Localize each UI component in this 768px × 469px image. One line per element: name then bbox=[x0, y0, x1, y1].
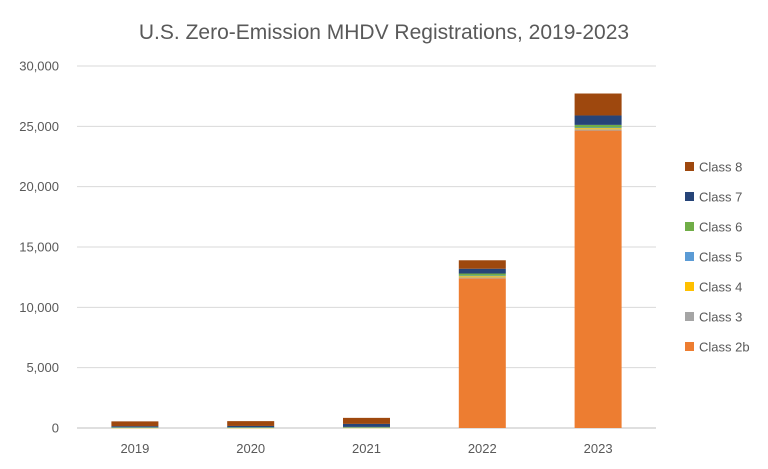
bar-segment-2023-class-3 bbox=[574, 129, 622, 131]
legend-swatch-class-2b bbox=[685, 342, 694, 351]
bar-segment-2022-class-6 bbox=[458, 273, 506, 276]
bar-segment-2021-class-4 bbox=[343, 427, 390, 429]
bar-segment-2022-class-3 bbox=[458, 277, 506, 279]
bar-segment-2020-class-7 bbox=[227, 425, 275, 428]
bar-segment-2020-class-6 bbox=[227, 427, 275, 428]
y-tick-label: 20,000 bbox=[19, 179, 59, 194]
legend-swatch-class-4 bbox=[685, 282, 694, 291]
bar-segment-2023-class-6 bbox=[574, 124, 622, 128]
x-axis: 2019 2020 2021 2022 2023 bbox=[120, 441, 612, 456]
y-tick-label: 15,000 bbox=[19, 240, 59, 255]
y-tick-label: 25,000 bbox=[19, 119, 59, 134]
x-tick-label: 2019 bbox=[120, 441, 149, 456]
legend-swatch-class-8 bbox=[685, 162, 694, 171]
bars bbox=[111, 93, 622, 429]
bar-segment-2023-class-7 bbox=[574, 115, 622, 125]
bar-segment-2023-class-4 bbox=[574, 128, 622, 130]
bar-segment-2023-class-5 bbox=[574, 127, 622, 129]
y-tick-label: 10,000 bbox=[19, 300, 59, 315]
bar-segment-2021-class-8 bbox=[343, 417, 390, 424]
legend-label: Class 5 bbox=[699, 250, 742, 265]
x-tick-label: 2022 bbox=[468, 441, 497, 456]
y-tick-label: 30,000 bbox=[19, 59, 59, 74]
bar-segment-2019-class-7 bbox=[111, 426, 159, 428]
bar-segment-2019-class-5 bbox=[111, 427, 159, 429]
bar-segment-2022-class-5 bbox=[458, 275, 506, 277]
bar-segment-2022-class-8 bbox=[458, 260, 506, 269]
chart-title: U.S. Zero-Emission MHDV Registrations, 2… bbox=[139, 21, 629, 44]
x-tick-label: 2021 bbox=[352, 441, 381, 456]
legend-swatch-class-6 bbox=[685, 222, 694, 231]
bar-segment-2022-class-2b bbox=[458, 278, 506, 428]
legend-label: Class 7 bbox=[699, 190, 742, 205]
legend-swatch-class-5 bbox=[685, 252, 694, 261]
bar-segment-2023-class-8 bbox=[574, 93, 622, 116]
legend: Class 8 Class 7 Class 6 Class 5 Class 4 Class… bbox=[685, 160, 750, 355]
legend-label: Class 2b bbox=[699, 340, 750, 355]
y-axis: 0 5,000 10,000 15,000 20,000 25,000 30,000 bbox=[19, 59, 59, 436]
x-tick-label: 2020 bbox=[236, 441, 265, 456]
legend-swatch-class-7 bbox=[685, 192, 694, 201]
legend-label: Class 8 bbox=[699, 160, 742, 175]
bar-segment-2023-class-2b bbox=[574, 130, 622, 428]
legend-label: Class 4 bbox=[699, 280, 742, 295]
legend-swatch-class-3 bbox=[685, 312, 694, 321]
bar-segment-2022-class-7 bbox=[458, 268, 506, 274]
bar-segment-2019-class-6 bbox=[111, 427, 159, 428]
bar-segment-2021-class-5 bbox=[343, 427, 390, 428]
bar-segment-2022-class-4 bbox=[458, 276, 506, 278]
y-tick-label: 0 bbox=[52, 421, 59, 436]
bar-segment-2021-class-6 bbox=[343, 426, 390, 428]
bar-segment-2021-class-7 bbox=[343, 423, 390, 427]
x-tick-label: 2023 bbox=[584, 441, 613, 456]
y-tick-label: 5,000 bbox=[26, 360, 59, 375]
gridlines bbox=[77, 65, 656, 429]
legend-label: Class 6 bbox=[699, 220, 742, 235]
bar-segment-2020-class-8 bbox=[227, 421, 275, 426]
bar-segment-2020-class-5 bbox=[227, 427, 275, 429]
bar-segment-2019-class-8 bbox=[111, 421, 159, 427]
legend-label: Class 3 bbox=[699, 310, 742, 325]
